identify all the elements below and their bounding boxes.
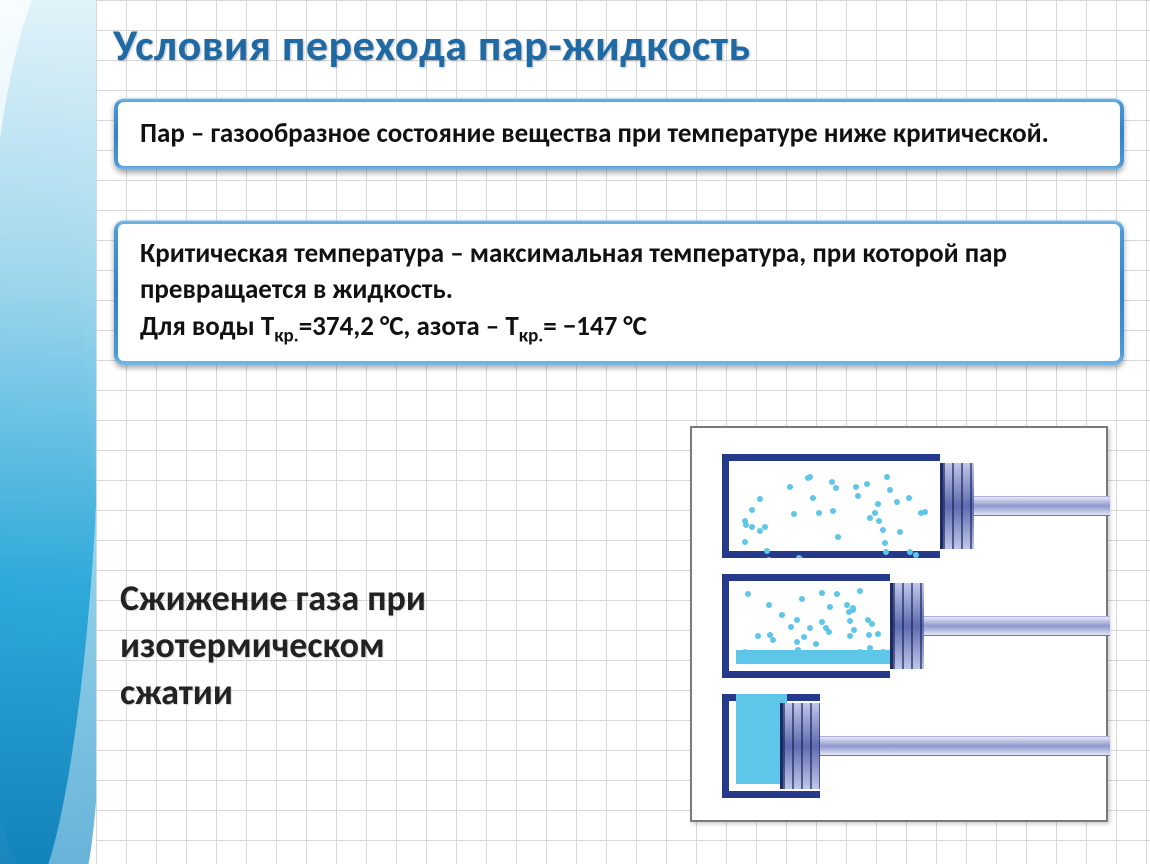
cylinder-body	[722, 574, 890, 678]
definition-panel-critical-temp: Критическая температура – максимальная т…	[114, 220, 1124, 365]
critical-temp-prefix: Для воды T	[140, 310, 274, 343]
caption-line1: Сжижение газа при	[120, 576, 426, 620]
subscript-kr-2: кр.	[519, 324, 544, 347]
piston-rod	[820, 736, 1110, 756]
gas-dots	[736, 468, 947, 558]
critical-temp-mid: =374,2 °C, азота – T	[299, 310, 519, 343]
subscript-kr-1: кр.	[274, 324, 299, 347]
left-wave-decoration	[0, 0, 96, 864]
piston	[940, 463, 974, 549]
diagram-caption: Сжижение газа при изотермическом сжатии	[120, 575, 426, 715]
caption-line3: сжатии	[120, 670, 233, 714]
compression-diagram	[690, 426, 1108, 822]
piston-rod	[974, 496, 1110, 516]
piston-rod	[924, 616, 1110, 636]
piston	[780, 703, 820, 789]
caption-line2: изотермическом	[120, 623, 385, 667]
slide-title: Условия перехода пар-жидкость	[113, 18, 751, 72]
cylinder-body	[722, 454, 940, 558]
piston	[890, 583, 924, 669]
critical-temp-line1: Критическая температура – максимальная т…	[140, 237, 1007, 306]
definition-text-critical-temp: Критическая температура – максимальная т…	[118, 224, 1120, 361]
definition-text-vapor: Пар – газообразное состояние вещества пр…	[118, 102, 1120, 166]
slide: Условия перехода пар-жидкость Пар – газо…	[0, 0, 1150, 864]
critical-temp-suffix: = −147 °C	[543, 310, 647, 343]
gas-dots	[736, 588, 897, 664]
definition-panel-vapor: Пар – газообразное состояние вещества пр…	[114, 98, 1124, 170]
